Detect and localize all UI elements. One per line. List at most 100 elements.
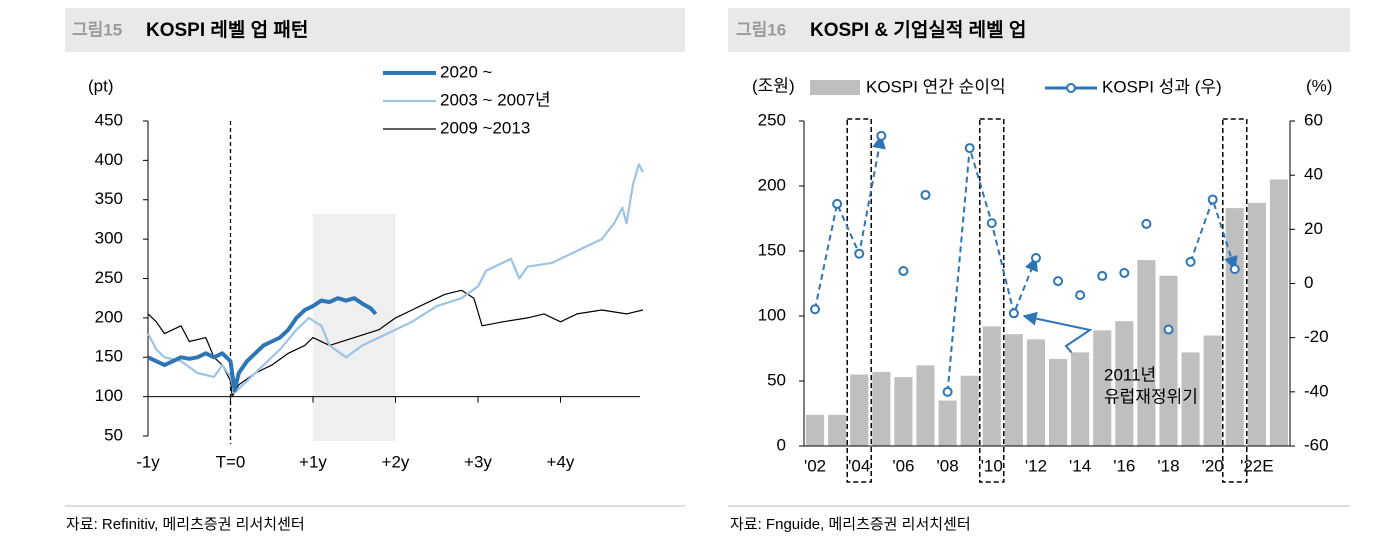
- bar: [1137, 260, 1156, 446]
- x-tick-label: '18: [1157, 456, 1179, 475]
- y2-tick-label: 60: [1304, 110, 1323, 129]
- bar: [1203, 335, 1222, 446]
- line-marker: [1008, 308, 1019, 319]
- bar: [960, 375, 979, 446]
- source: 자료: Refinitiv, 메리츠증권 리서치센터: [66, 516, 305, 533]
- bar: [1181, 352, 1200, 446]
- y-axis-label: (조원): [752, 76, 795, 95]
- header-bar: [728, 8, 1350, 52]
- y-tick-label: 100: [95, 386, 123, 405]
- line-marker: [1075, 290, 1086, 301]
- x-tick-label: +4y: [547, 452, 575, 471]
- bar: [916, 365, 935, 446]
- legend-swatch: [810, 80, 860, 95]
- line-marker: [1229, 264, 1240, 275]
- header-bar: [65, 8, 685, 52]
- bar: [1159, 275, 1178, 446]
- bar: [850, 374, 869, 446]
- legend-label: KOSPI 연간 순이익: [866, 77, 1006, 96]
- highlight-box: [1222, 118, 1248, 483]
- line-marker: [1141, 218, 1152, 229]
- series-line: [147, 296, 378, 393]
- x-tick-label: '16: [1113, 456, 1135, 475]
- x-tick-label: '20: [1202, 456, 1224, 475]
- bar: [938, 400, 957, 446]
- x-tick-label: '22E: [1240, 456, 1274, 475]
- legend-label: KOSPI 성과 (우): [1102, 77, 1222, 96]
- bar: [1071, 352, 1090, 446]
- bar: [1225, 208, 1244, 446]
- y-tick-label: 400: [95, 150, 123, 169]
- x-tick-label: +3y: [464, 452, 492, 471]
- y-tick-label: 200: [758, 175, 786, 194]
- y2-tick-label: 40: [1304, 165, 1323, 184]
- x-tick-label: '12: [1025, 456, 1047, 475]
- x-tick-label: '06: [892, 456, 914, 475]
- source: 자료: Fnguide, 메리츠증권 리서치센터: [730, 516, 971, 533]
- series-line: [814, 134, 886, 310]
- line-marker: [898, 266, 909, 277]
- series-line: [147, 163, 644, 394]
- legend-swatch: [1066, 83, 1076, 93]
- series-line: [147, 289, 644, 398]
- y-tick-label: 300: [95, 229, 123, 248]
- bar: [1247, 202, 1266, 446]
- line-marker: [1030, 253, 1041, 264]
- x-tick-label: '14: [1069, 456, 1091, 475]
- series-line: [1189, 196, 1238, 271]
- y2-axis-label: (%): [1306, 76, 1332, 95]
- legend-label: 2020 ~: [440, 62, 493, 81]
- bar: [1026, 339, 1046, 446]
- x-tick-label: '04: [848, 456, 870, 475]
- y-tick-label: 100: [758, 305, 786, 324]
- y-tick-label: 250: [95, 268, 123, 287]
- legend-label: 2003 ~ 2007년: [440, 90, 551, 109]
- y-tick-label: 150: [758, 240, 786, 259]
- bar: [828, 414, 847, 446]
- line-marker: [942, 386, 953, 397]
- bar: [1004, 334, 1023, 446]
- line-marker: [964, 143, 975, 154]
- bar: [1048, 358, 1068, 446]
- x-tick-label: '02: [804, 456, 826, 475]
- y2-tick-label: -40: [1304, 381, 1329, 400]
- line-marker: [1119, 267, 1130, 278]
- chart-title: KOSPI 레벨 업 패턴: [146, 19, 308, 41]
- legend-label: 2009 ~2013: [440, 118, 530, 137]
- line-marker: [1053, 276, 1064, 287]
- line-marker: [986, 218, 997, 229]
- line-marker: [1163, 324, 1174, 335]
- y2-tick-label: -20: [1304, 327, 1329, 346]
- y-tick-label: 0: [777, 435, 786, 454]
- chart-title: KOSPI & 기업실적 레벨 업: [810, 19, 1026, 41]
- line-marker: [810, 304, 821, 315]
- highlight-box: [846, 118, 872, 483]
- line-marker: [876, 130, 887, 141]
- line-marker: [1207, 194, 1218, 205]
- bar: [872, 371, 891, 446]
- y2-tick-label: 20: [1304, 219, 1323, 238]
- bar: [982, 326, 1001, 446]
- y2-tick-label: -60: [1304, 435, 1329, 454]
- y-tick-label: 250: [758, 110, 786, 129]
- bar: [805, 414, 825, 446]
- y-tick-label: 50: [767, 370, 786, 389]
- line-marker: [1185, 256, 1196, 267]
- x-tick-label: +1y: [299, 452, 327, 471]
- line-marker: [854, 248, 865, 259]
- x-tick-label: +2y: [382, 452, 410, 471]
- y2-tick-label: 0: [1304, 273, 1313, 292]
- y-tick-label: 200: [95, 307, 123, 326]
- y-tick-label: 50: [104, 425, 123, 444]
- line-marker: [1097, 270, 1108, 281]
- x-tick-label: T=0: [216, 452, 246, 471]
- annotation: 2011년: [1104, 365, 1156, 384]
- y-tick-label: 350: [95, 189, 123, 208]
- bar: [1115, 321, 1134, 446]
- line-marker: [920, 189, 931, 200]
- y-tick-label: 150: [95, 347, 123, 366]
- figure-label: 그림16: [736, 20, 786, 39]
- highlight-box: [979, 118, 1005, 483]
- bar: [894, 377, 913, 446]
- annotation: 유럽재정위기: [1104, 387, 1198, 406]
